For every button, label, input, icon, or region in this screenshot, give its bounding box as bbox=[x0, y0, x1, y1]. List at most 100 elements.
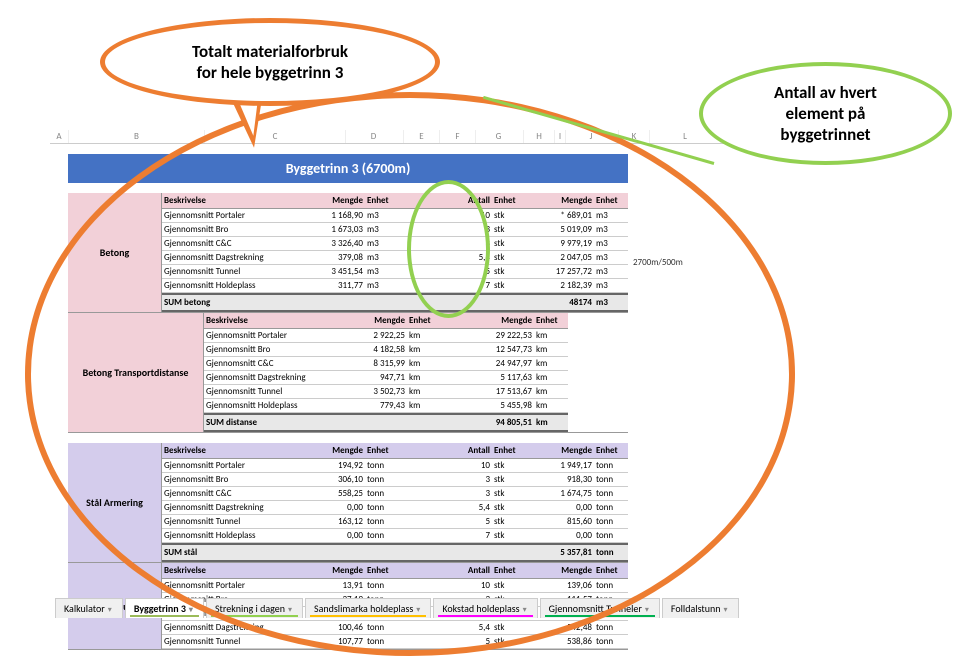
cell[interactable]: 2 047,05 bbox=[540, 251, 594, 265]
hdr-cell[interactable]: Mengde bbox=[540, 193, 594, 209]
hdr-cell[interactable]: Mengde bbox=[540, 563, 594, 579]
cell[interactable] bbox=[526, 223, 540, 237]
cell[interactable]: stk bbox=[492, 459, 526, 473]
hdr-cell[interactable]: Mengde bbox=[485, 313, 534, 329]
cell[interactable]: 10 bbox=[443, 459, 492, 473]
cell[interactable]: km bbox=[534, 329, 568, 343]
cell[interactable]: tonn bbox=[594, 459, 628, 473]
hdr-cell[interactable]: Enhet bbox=[365, 443, 404, 459]
hdr-cell[interactable]: Antall bbox=[443, 563, 492, 579]
cell[interactable] bbox=[526, 279, 540, 293]
cell[interactable]: 100,46 bbox=[306, 621, 365, 635]
cell[interactable] bbox=[446, 413, 485, 432]
cell[interactable] bbox=[526, 293, 540, 312]
cell[interactable]: tonn bbox=[594, 473, 628, 487]
cell[interactable] bbox=[404, 515, 443, 529]
cell[interactable]: Gjennomsnitt Tunnel bbox=[204, 385, 348, 399]
cell[interactable]: 3 451,54 bbox=[306, 265, 365, 279]
section-label[interactable]: Betong Transportdistanse bbox=[68, 313, 204, 432]
cell[interactable]: tonn bbox=[594, 529, 628, 543]
cell[interactable] bbox=[526, 543, 540, 562]
cell[interactable]: km bbox=[534, 399, 568, 413]
cell[interactable]: tonn bbox=[594, 515, 628, 529]
cell[interactable] bbox=[526, 529, 540, 543]
cell[interactable] bbox=[526, 635, 540, 649]
cell[interactable]: m3 bbox=[365, 279, 404, 293]
cell[interactable]: 5 bbox=[443, 515, 492, 529]
cell[interactable]: 1 168,90 bbox=[306, 209, 365, 223]
cell[interactable]: Gjennomsnitt C&C bbox=[204, 357, 348, 371]
cell[interactable]: tonn bbox=[594, 487, 628, 501]
section-label[interactable]: Stål Armering bbox=[68, 443, 162, 562]
cell[interactable]: km bbox=[534, 413, 568, 432]
cell[interactable]: 1 673,03 bbox=[306, 223, 365, 237]
hdr-cell[interactable]: Antall bbox=[443, 193, 492, 209]
cell[interactable]: stk bbox=[492, 209, 526, 223]
cell[interactable] bbox=[446, 343, 485, 357]
cell[interactable] bbox=[365, 543, 404, 562]
cell[interactable]: 542,48 bbox=[540, 621, 594, 635]
cell[interactable]: 538,86 bbox=[540, 635, 594, 649]
cell[interactable] bbox=[446, 371, 485, 385]
cell[interactable]: m3 bbox=[365, 223, 404, 237]
hdr-cell[interactable] bbox=[526, 443, 540, 459]
cell[interactable]: 3 bbox=[443, 487, 492, 501]
cell[interactable]: Gjennomsnitt Bro bbox=[162, 473, 306, 487]
cell[interactable] bbox=[526, 459, 540, 473]
cell[interactable]: 311,77 bbox=[306, 279, 365, 293]
cell[interactable] bbox=[404, 543, 443, 562]
cell[interactable]: 5,4 bbox=[443, 501, 492, 515]
cell[interactable] bbox=[492, 293, 526, 312]
cell[interactable] bbox=[404, 237, 443, 251]
cell[interactable]: stk bbox=[492, 473, 526, 487]
cell[interactable] bbox=[407, 413, 446, 432]
hdr-cell[interactable]: Mengde bbox=[348, 313, 407, 329]
cell[interactable] bbox=[526, 579, 540, 593]
cell[interactable]: SUM betong bbox=[162, 293, 306, 312]
cell[interactable]: Gjennomsnitt Dagstrekning bbox=[204, 371, 348, 385]
hdr-cell[interactable]: Enhet bbox=[365, 563, 404, 579]
sheet-tab[interactable]: Kokstad holdeplass▾ bbox=[433, 598, 537, 618]
cell[interactable]: Gjennomsnitt C&C bbox=[162, 487, 306, 501]
cell[interactable]: Gjennomsnitt Tunnel bbox=[162, 265, 306, 279]
cell[interactable] bbox=[404, 579, 443, 593]
cell[interactable]: Gjennomsnitt Dagstrekning bbox=[162, 621, 306, 635]
cell[interactable]: Gjennomsnitt Portaler bbox=[204, 329, 348, 343]
cell[interactable] bbox=[526, 487, 540, 501]
cell[interactable]: Gjennomsnitt Holdeplass bbox=[162, 279, 306, 293]
cell[interactable]: 7 bbox=[443, 529, 492, 543]
cell[interactable]: 5 bbox=[443, 635, 492, 649]
col-head[interactable]: C bbox=[205, 130, 346, 143]
cell[interactable]: km bbox=[534, 385, 568, 399]
cell[interactable] bbox=[446, 385, 485, 399]
hdr-cell[interactable]: Enhet bbox=[492, 563, 526, 579]
cell[interactable]: 779,43 bbox=[348, 399, 407, 413]
cell[interactable]: tonn bbox=[365, 487, 404, 501]
cell[interactable]: tonn bbox=[365, 621, 404, 635]
cell[interactable]: 0,00 bbox=[306, 529, 365, 543]
hdr-cell[interactable]: Enhet bbox=[594, 563, 628, 579]
col-head[interactable]: G bbox=[476, 130, 524, 143]
note-cell[interactable]: 2700m/500m bbox=[633, 257, 703, 268]
cell[interactable]: 3 bbox=[443, 473, 492, 487]
cell[interactable]: km bbox=[407, 371, 446, 385]
cell[interactable]: 3 502,73 bbox=[348, 385, 407, 399]
sheet-tab[interactable]: Folldalstunn▾ bbox=[662, 598, 739, 618]
cell[interactable]: km bbox=[534, 343, 568, 357]
hdr-cell[interactable]: Enhet bbox=[492, 443, 526, 459]
cell[interactable]: Gjennomsnitt Portaler bbox=[162, 579, 306, 593]
cell[interactable] bbox=[404, 621, 443, 635]
cell[interactable]: tonn bbox=[365, 501, 404, 515]
cell[interactable]: tonn bbox=[594, 621, 628, 635]
section-label[interactable]: Betong bbox=[68, 193, 162, 312]
cell[interactable]: 24 947,97 bbox=[485, 357, 534, 371]
cell[interactable]: 139,06 bbox=[540, 579, 594, 593]
hdr-cell[interactable]: Enhet bbox=[492, 193, 526, 209]
cell[interactable]: SUM distanse bbox=[204, 413, 348, 432]
sheet-tab[interactable]: Sandslimarka holdeplass▾ bbox=[305, 598, 431, 618]
hdr-cell[interactable] bbox=[526, 563, 540, 579]
cell[interactable]: 5,4 bbox=[443, 621, 492, 635]
cell[interactable]: 5 117,63 bbox=[485, 371, 534, 385]
cell[interactable] bbox=[306, 293, 365, 312]
hdr-cell[interactable]: Beskrivelse bbox=[162, 443, 306, 459]
